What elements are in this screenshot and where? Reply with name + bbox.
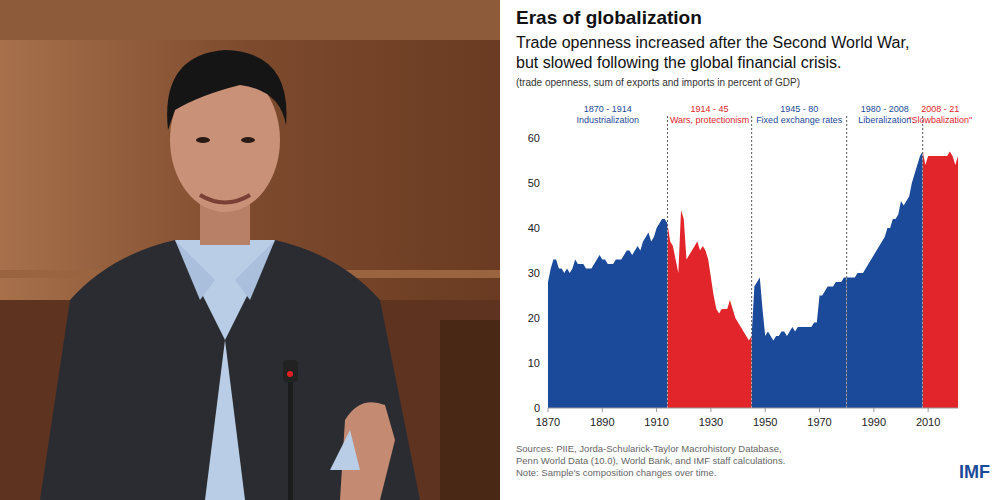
microphone-stem [288, 372, 293, 500]
axis-note: (trade openness, sum of exports and impo… [516, 77, 800, 88]
era-boundary [667, 116, 668, 408]
era-label: "Slowbalization" [908, 115, 972, 125]
x-tick [819, 408, 820, 412]
plot-area [548, 152, 958, 409]
logo: IMF [959, 462, 990, 482]
suit [40, 240, 420, 500]
era-area [847, 152, 923, 409]
era-area [923, 152, 958, 409]
era-area [548, 219, 667, 408]
y-tick-label: 10 [528, 357, 540, 369]
era-label: Industrialization [576, 115, 639, 125]
eye [196, 137, 210, 143]
x-tick-label: 1990 [862, 416, 886, 428]
era-group [667, 210, 751, 408]
x-tick-label: 1870 [536, 416, 560, 428]
x-tick [710, 408, 711, 412]
y-tick-label: 50 [528, 177, 540, 189]
y-tick-label: 40 [528, 222, 540, 234]
x-tick-label: 2010 [916, 416, 940, 428]
x-tick [656, 408, 657, 412]
x-tick [873, 408, 874, 412]
era-group [923, 152, 958, 409]
collar [235, 240, 275, 300]
era-label: Wars, protectionism [670, 115, 749, 125]
subtitle: Trade openness increased after the Secon… [516, 34, 909, 51]
hair [167, 50, 286, 130]
era-period: 1870 - 1914 [584, 104, 632, 114]
photo-panel [0, 0, 500, 500]
collar [175, 240, 215, 300]
era-boundary [922, 116, 923, 408]
x-tick-label: 1890 [590, 416, 614, 428]
x-tick [928, 408, 929, 412]
x-tick-label: 1950 [753, 416, 777, 428]
era-boundary [846, 116, 847, 408]
era-period: 2008 - 21 [921, 104, 959, 114]
era-area [667, 210, 751, 408]
microphone-head [283, 360, 298, 382]
era-group [548, 219, 667, 408]
chair [440, 320, 500, 500]
shirt [175, 240, 275, 340]
sources: Sources: PIIE, Jorda-Schularick-Taylor M… [516, 443, 782, 454]
x-tick [765, 408, 766, 412]
era-area [752, 278, 847, 409]
y-tick-label: 60 [528, 132, 540, 144]
shirt-front [205, 340, 245, 500]
sources: Penn World Data (10.0), World Bank, and … [516, 455, 785, 466]
subtitle: but slowed following the global financia… [516, 54, 842, 71]
era-boundary [751, 116, 752, 408]
wall-panel [0, 0, 500, 40]
era-label: Fixed exchange rates [756, 115, 843, 125]
eye [241, 137, 255, 143]
y-tick-label: 0 [534, 402, 540, 414]
era-period: 1980 - 2008 [861, 104, 909, 114]
microphone-light [287, 371, 293, 377]
mouth [200, 195, 250, 203]
note: Note: Sample's composition changes over … [516, 467, 716, 478]
era-group [752, 278, 847, 409]
title: Eras of globalization [516, 7, 702, 28]
y-tick-label: 30 [528, 267, 540, 279]
chart-background [500, 0, 1000, 500]
era-label: Liberalization [858, 115, 911, 125]
x-tick-label: 1970 [807, 416, 831, 428]
x-tick-label: 1930 [699, 416, 723, 428]
x-tick-label: 1910 [644, 416, 668, 428]
x-tick [548, 408, 549, 412]
x-tick [602, 408, 603, 412]
x-axis-line [548, 408, 958, 409]
era-period: 1914 - 45 [691, 104, 729, 114]
era-period: 1945 - 80 [780, 104, 818, 114]
y-tick-label: 20 [528, 312, 540, 324]
era-group [847, 152, 923, 409]
wall [0, 0, 500, 500]
cuff [330, 430, 360, 470]
